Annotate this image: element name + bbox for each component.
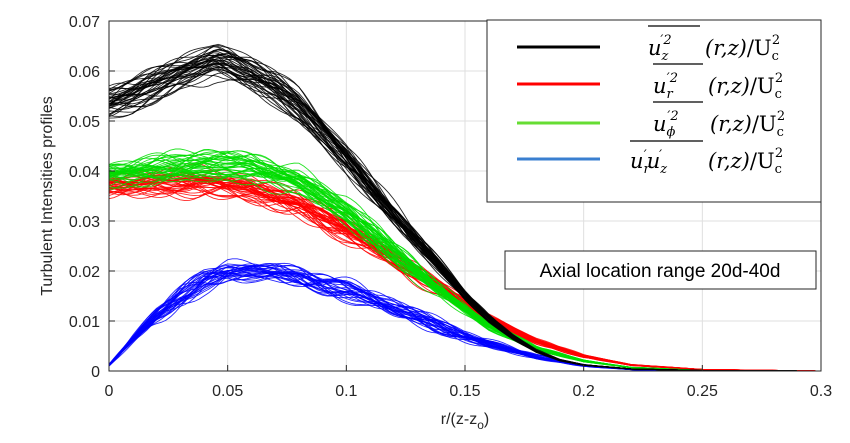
x-tick-label: 0.25 <box>687 383 718 400</box>
x-axis-label: r/(z-zo) <box>441 411 489 432</box>
x-tick-label: 0.2 <box>573 383 595 400</box>
x-tick-label: 0 <box>105 383 114 400</box>
svg-text:ur′uz′: ur′uz′ <box>630 148 667 177</box>
svg-text:(r,z)/Uc2: (r,z)/Uc2 <box>705 33 780 64</box>
svg-text:(r,z)/Uc2: (r,z)/Uc2 <box>708 71 783 102</box>
x-axis-label-close: ) <box>484 411 489 428</box>
y-tick-label: 0.07 <box>69 14 100 31</box>
annotation-text: Axial location range 20d-40d <box>540 261 781 282</box>
axis-ticks: 0 0.05 0.1 0.15 0.2 0.25 0.3 0 0.01 0.02 0.03 0.04 0… <box>69 14 832 400</box>
annotation-box: Axial location range 20d-40d <box>504 250 817 290</box>
x-tick-label: 0.1 <box>335 383 357 400</box>
svg-text:uz′2: uz′2 <box>648 33 672 64</box>
y-tick-label: 0.06 <box>69 64 100 81</box>
legend-entry-uz: uz′2 (r,z)/Uc2 <box>648 25 780 64</box>
svg-text:uϕ′2: uϕ′2 <box>653 109 679 140</box>
y-tick-label: 0 <box>91 364 100 381</box>
y-tick-label: 0.01 <box>69 314 100 331</box>
y-tick-label: 0.03 <box>69 214 100 231</box>
svg-text:(r,z)/Uc2: (r,z)/Uc2 <box>710 109 785 140</box>
y-axis-label: Turbulent Intensities profiles <box>39 96 56 296</box>
legend-entry-uphi: uϕ′2 (r,z)/Uc2 <box>653 101 785 140</box>
annotation-frame <box>504 250 817 290</box>
x-axis-label-subscript: o <box>477 418 484 432</box>
legend-box <box>486 19 822 203</box>
x-tick-label: 0.15 <box>449 383 480 400</box>
y-tick-label: 0.02 <box>69 264 100 281</box>
x-tick-label: 0.3 <box>810 383 832 400</box>
legend-entry-urz: ur′uz′ (r,z)/Uc2 <box>630 140 783 177</box>
legend-entry-ur: ur′2 (r,z)/Uc2 <box>653 63 783 102</box>
svg-text:(r,z)/Uc2: (r,z)/Uc2 <box>708 146 783 177</box>
x-tick-label: 0.05 <box>212 383 243 400</box>
legend: uz′2 (r,z)/Uc2 ur′2 (r,z)/Uc2 uϕ′2 (r,z)… <box>486 19 822 203</box>
y-tick-label: 0.04 <box>69 164 100 181</box>
y-tick-label: 0.05 <box>69 114 100 131</box>
x-axis-label-main: r/(z-z <box>441 411 477 428</box>
